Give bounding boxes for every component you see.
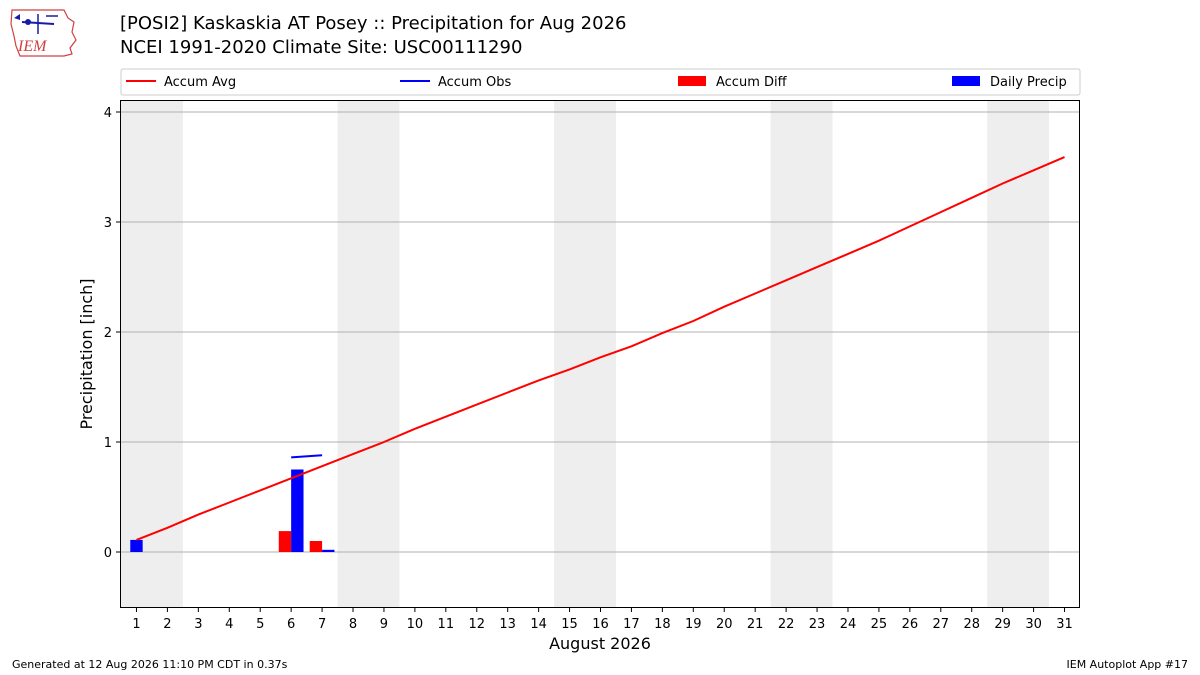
x-tick-label: 19 xyxy=(685,617,702,632)
weekend-band-3 xyxy=(770,101,833,607)
legend: Accum Avg Accum Obs Accum Diff Daily Precip xyxy=(126,75,1067,90)
x-tick-label: 8 xyxy=(349,617,357,632)
legend-label: Accum Diff xyxy=(716,75,788,90)
legend-label: Accum Avg xyxy=(164,75,236,90)
x-tick-label: 3 xyxy=(194,617,202,632)
x-tick-label: 4 xyxy=(225,617,233,632)
x-tick-label: 28 xyxy=(963,617,980,632)
x-tick-label: 7 xyxy=(318,617,326,632)
iem-logo: IEM xyxy=(10,9,77,57)
chart-title-line1: [POSI2] Kaskaskia AT Posey :: Precipitat… xyxy=(120,13,627,34)
legend-label: Accum Obs xyxy=(438,75,511,90)
x-tick-label: 15 xyxy=(561,617,578,632)
weekend-band-2 xyxy=(554,101,616,607)
logo-text: IEM xyxy=(17,38,48,55)
x-tick-label: 14 xyxy=(530,617,547,632)
x-tick-label: 23 xyxy=(809,617,826,632)
x-tick-label: 31 xyxy=(1056,617,1073,632)
legend-swatch xyxy=(678,76,706,86)
accum-avg-line xyxy=(136,156,1065,541)
weekend-band-1 xyxy=(337,101,400,607)
y-tick-label: 0 xyxy=(104,546,112,561)
bars xyxy=(130,469,335,552)
accum-diff-bar xyxy=(278,531,292,552)
x-tick-label: 29 xyxy=(994,617,1011,632)
x-tick-label: 2 xyxy=(163,617,171,632)
y-tick-label: 4 xyxy=(104,106,112,121)
accum-diff-bar xyxy=(309,541,323,552)
legend-swatch xyxy=(952,76,980,86)
weekend-band-0 xyxy=(121,101,183,607)
daily-precip-bar xyxy=(322,549,335,552)
series-lines xyxy=(136,156,1065,541)
x-tick-label: 20 xyxy=(716,617,733,632)
x-tick-label: 5 xyxy=(256,617,264,632)
y-tick-label: 1 xyxy=(104,436,112,451)
legend-box xyxy=(120,68,1081,96)
x-tick-label: 17 xyxy=(623,617,640,632)
y-tick-label: 2 xyxy=(104,326,112,341)
x-tick-label: 18 xyxy=(654,617,671,632)
y-tick-label: 3 xyxy=(104,216,112,231)
x-tick-label: 12 xyxy=(468,617,485,632)
y-axis-ticks: 0 1 2 3 4 xyxy=(104,106,121,561)
accum-obs-line xyxy=(291,454,323,459)
legend-label: Daily Precip xyxy=(990,75,1067,90)
x-tick-label: 22 xyxy=(778,617,795,632)
daily-precip-bar xyxy=(291,469,304,552)
x-tick-label: 30 xyxy=(1025,617,1042,632)
x-tick-label: 10 xyxy=(407,617,424,632)
footer-app-text: IEM Autoplot App #17 xyxy=(1066,658,1189,671)
y-axis-label: Precipitation [inch] xyxy=(77,278,96,429)
x-tick-label: 21 xyxy=(747,617,764,632)
footer-generated-text: Generated at 12 Aug 2026 11:10 PM CDT in… xyxy=(12,658,288,671)
x-tick-label: 16 xyxy=(592,617,609,632)
x-tick-label: 1 xyxy=(132,617,140,632)
chart-title-line2: NCEI 1991-2020 Climate Site: USC00111290 xyxy=(120,37,523,58)
x-tick-label: 26 xyxy=(902,617,919,632)
x-axis-ticks: 1 2 3 4 5 6 7 8 9 10 11 12 13 14 15 16 17 18 19 20 21 22 23 24 2… xyxy=(132,607,1073,632)
weekend-shading xyxy=(121,101,1050,607)
x-tick-label: 6 xyxy=(287,617,295,632)
x-axis-label: August 2026 xyxy=(549,634,651,653)
x-tick-label: 27 xyxy=(933,617,950,632)
daily-precip-bar xyxy=(130,539,143,552)
x-tick-label: 11 xyxy=(438,617,455,632)
x-tick-label: 13 xyxy=(499,617,516,632)
x-tick-label: 25 xyxy=(871,617,888,632)
x-tick-label: 24 xyxy=(840,617,857,632)
x-tick-label: 9 xyxy=(380,617,388,632)
